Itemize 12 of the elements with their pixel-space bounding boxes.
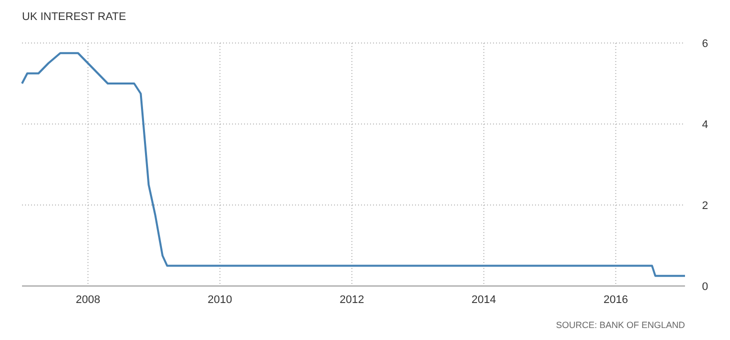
chart-title: UK INTEREST RATE (22, 11, 126, 23)
x-tick-label: 2010 (208, 294, 232, 306)
y-tick-label: 4 (702, 119, 708, 131)
x-tick-label: 2008 (76, 294, 100, 306)
x-tick-label: 2012 (340, 294, 364, 306)
source-note: SOURCE: BANK OF ENGLAND (556, 320, 686, 330)
line-series (21, 52, 686, 277)
x-tick-label: 2014 (472, 294, 496, 306)
y-tick-label: 2 (702, 200, 708, 212)
y-tick-label: 0 (702, 281, 708, 293)
y-tick-label: 6 (702, 38, 708, 50)
x-tick-label: 2016 (603, 294, 628, 306)
